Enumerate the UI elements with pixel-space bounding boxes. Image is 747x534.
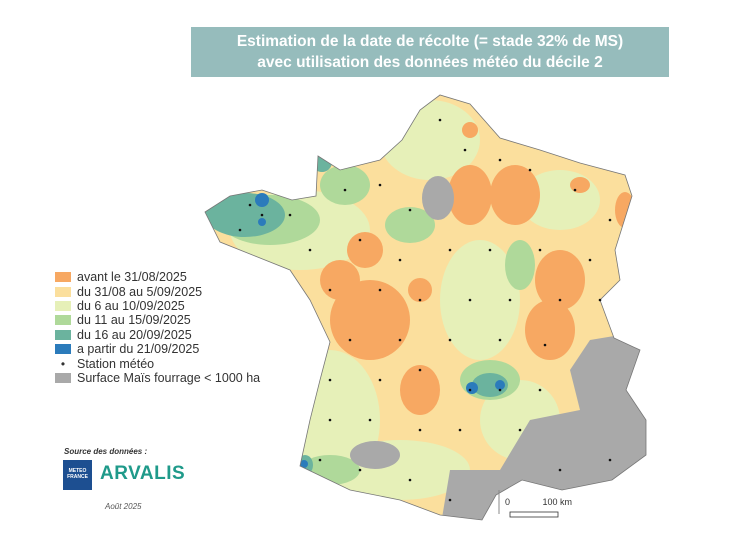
station-dot (488, 248, 492, 252)
legend: avant le 31/08/2025 du 31/08 au 5/09/2025… (55, 270, 260, 385)
station-dot (238, 228, 242, 232)
title-line-2: avec utilisation des données météo du dé… (257, 54, 603, 71)
title-line-1: Estimation de la date de récolte (= stad… (236, 33, 624, 50)
station-dot (538, 388, 542, 392)
station-dot (608, 458, 612, 462)
legend-label: du 31/08 au 5/09/2025 (77, 284, 203, 299)
station-dot (558, 468, 562, 472)
station-dot (260, 213, 264, 217)
station-dot (498, 338, 502, 342)
legend-item: du 6 au 10/09/2025 (55, 299, 260, 313)
zone-mais-fourrage-faible (350, 176, 646, 520)
legend-label: avant le 31/08/2025 (77, 270, 187, 285)
station-dot (468, 298, 472, 302)
legend-swatch (55, 286, 71, 297)
legend-swatch (55, 372, 71, 383)
publication-date: Août 2025 (105, 502, 142, 511)
station-dot (608, 218, 612, 222)
station-dot (538, 248, 542, 252)
station-dot (508, 298, 512, 302)
station-dot (248, 203, 252, 207)
legend-label: du 16 au 20/09/2025 (77, 327, 192, 342)
station-dot (558, 298, 562, 302)
station-dot (438, 118, 442, 122)
station-dot (408, 478, 412, 482)
station-dot (448, 498, 452, 502)
map-title: Estimation de la date de récolte (= stad… (191, 27, 669, 77)
station-dot (543, 343, 547, 347)
legend-item: du 11 au 15/09/2025 (55, 313, 260, 327)
station-dot (418, 428, 422, 432)
station-dot (378, 378, 382, 382)
legend-label: Station météo (77, 356, 155, 371)
legend-label: a partir du 21/09/2025 (77, 342, 200, 357)
station-dot (358, 468, 362, 472)
station-dot (308, 248, 312, 252)
station-dot (358, 238, 362, 242)
station-dot (418, 298, 422, 302)
scale-labels: 0 100 km (505, 497, 572, 507)
legend-label: du 11 au 15/09/2025 (77, 313, 191, 328)
legend-swatch (55, 329, 71, 340)
station-dot (573, 188, 577, 192)
legend-item: a partir du 21/09/2025 (55, 342, 260, 356)
station-dot (288, 213, 292, 217)
meteo-france-logo: METEO FRANCE (63, 460, 92, 490)
station-dot (498, 158, 502, 162)
legend-label: Surface Maïs fourrage < 1000 ha (77, 370, 261, 385)
legend-item: du 31/08 au 5/09/2025 (55, 284, 260, 299)
station-dot (378, 183, 382, 187)
legend-item: du 16 au 20/09/2025 (55, 328, 260, 342)
station-dot (318, 458, 322, 462)
legend-swatch (55, 300, 71, 311)
legend-item: • Station météo (55, 356, 260, 371)
legend-swatch (55, 315, 71, 326)
station-dot (328, 418, 332, 422)
station-dot (458, 428, 462, 432)
scale-bar (509, 511, 559, 518)
station-dot (418, 368, 422, 372)
station-dot (398, 338, 402, 342)
legend-item: Surface Maïs fourrage < 1000 ha (55, 371, 260, 385)
station-dot (408, 208, 412, 212)
scale-start: 0 (505, 497, 511, 507)
station-dot (448, 248, 452, 252)
legend-swatch (55, 344, 71, 355)
station-dot (448, 338, 452, 342)
station-dot (368, 418, 372, 422)
source-label: Source des données : (64, 447, 148, 456)
station-dot (588, 258, 592, 262)
station-dot (343, 188, 347, 192)
legend-label: du 6 au 10/09/2025 (77, 298, 185, 313)
weather-stations (238, 118, 612, 502)
station-dot (348, 338, 352, 342)
scale-end: 100 km (542, 497, 573, 507)
station-dot (498, 388, 502, 392)
station-dot (328, 288, 332, 292)
legend-swatch (55, 272, 71, 283)
station-symbol-icon: • (60, 356, 66, 371)
legend-item: avant le 31/08/2025 (55, 270, 260, 284)
station-dot (463, 148, 467, 152)
station-dot (398, 258, 402, 262)
arvalis-logo: ARVALIS (100, 463, 186, 484)
station-dot (328, 378, 332, 382)
station-dot (468, 388, 472, 392)
station-dot (518, 428, 522, 432)
zone-21-09-plus (255, 193, 505, 468)
station-dot (528, 168, 532, 172)
station-dot (598, 298, 602, 302)
station-dot (378, 288, 382, 292)
